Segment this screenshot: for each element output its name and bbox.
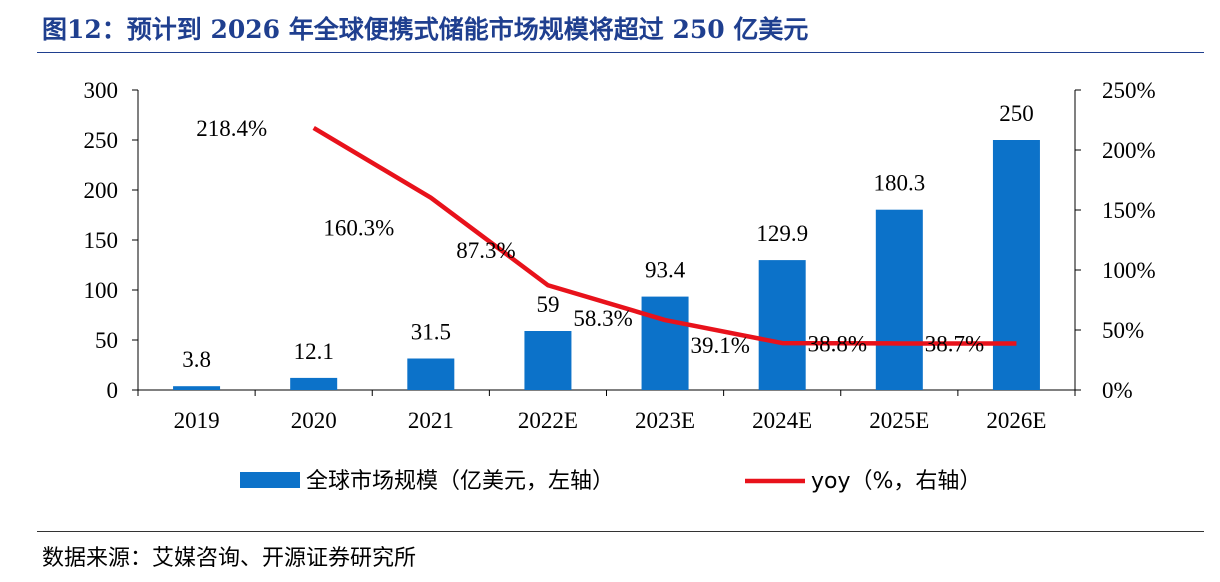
source-divider	[37, 531, 1204, 532]
right-tick-label: 250%	[1102, 78, 1156, 103]
bar-2019	[173, 386, 221, 390]
bar-2026E	[992, 140, 1040, 390]
yoy-label-2024E: 39.1%	[690, 333, 749, 358]
x-tick-label-2024E: 2024E	[752, 408, 812, 433]
right-tick-label: 200%	[1102, 138, 1156, 163]
yoy-label-2025E: 38.8%	[808, 331, 867, 356]
bar-data-labels: 3.8 12.1 31.5 59 93.4 129.9 180.3 250	[182, 101, 1034, 372]
left-tick-label: 100	[84, 278, 119, 303]
x-tick-label-2023E: 2023E	[635, 408, 695, 433]
x-tick-labels: 2019 2020 2021 2022E 2023E 2024E 2025E 2026E	[174, 408, 1047, 433]
x-tick-label-2019: 2019	[174, 408, 220, 433]
bar-2023E	[641, 296, 689, 390]
bar-label-2022E: 59	[536, 292, 559, 317]
bar-2021	[407, 358, 455, 390]
left-tick-label: 150	[84, 228, 119, 253]
x-tick-label-2022E: 2022E	[518, 408, 578, 433]
yoy-label-2020: 218.4%	[196, 116, 267, 141]
right-tick-label: 100%	[1102, 258, 1156, 283]
bar-label-2021: 31.5	[411, 320, 451, 345]
left-tick-label: 200	[84, 178, 119, 203]
title-divider	[37, 52, 1204, 53]
bar-label-2024E: 129.9	[756, 221, 808, 246]
yoy-label-2023E: 58.3%	[573, 306, 632, 331]
x-tick-label-2020: 2020	[291, 408, 337, 433]
bar-label-2026E: 250	[999, 101, 1034, 126]
legend: 全球市场规模（亿美元，左轴） yoy（%，右轴）	[240, 469, 981, 494]
legend-bar-swatch	[240, 472, 300, 488]
legend-line-label: yoy（%，右轴）	[811, 469, 981, 494]
bar-2022E	[524, 331, 572, 390]
right-tick-label: 50%	[1102, 318, 1144, 343]
bar-series	[173, 140, 1040, 390]
yoy-line	[312, 125, 1017, 346]
bar-label-2019: 3.8	[182, 347, 211, 372]
legend-bar-label: 全球市场规模（亿美元，左轴）	[306, 469, 614, 494]
yoy-label-2021: 160.3%	[323, 216, 394, 241]
x-tick-label-2021: 2021	[408, 408, 454, 433]
bar-2024E	[758, 260, 806, 390]
bar-2025E	[875, 209, 923, 390]
right-tick-label: 150%	[1102, 198, 1156, 223]
x-tick-label-2026E: 2026E	[986, 408, 1046, 433]
figure-title: 图12：预计到 2026 年全球便携式储能市场规模将超过 250 亿美元	[42, 15, 809, 44]
left-tick-label: 50	[95, 328, 118, 353]
bar-label-2020: 12.1	[294, 339, 334, 364]
left-tick-label: 300	[84, 78, 119, 103]
bar-label-2023E: 93.4	[645, 258, 686, 283]
bar-2020	[290, 377, 338, 390]
x-tick-label-2025E: 2025E	[869, 408, 929, 433]
right-tick-label: 0%	[1102, 378, 1133, 403]
left-tick-label: 0	[107, 378, 119, 403]
source-note: 数据来源：艾媒咨询、开源证券研究所	[42, 546, 417, 571]
bar-label-2025E: 180.3	[873, 171, 925, 196]
left-tick-label: 250	[84, 128, 119, 153]
yoy-data-labels: 218.4% 160.3% 87.3% 58.3% 39.1% 38.8% 38.7%	[196, 116, 984, 358]
yoy-label-2026E: 38.7%	[925, 332, 984, 357]
yoy-line-series	[312, 125, 1017, 346]
yoy-label-2022E: 87.3%	[456, 238, 515, 263]
